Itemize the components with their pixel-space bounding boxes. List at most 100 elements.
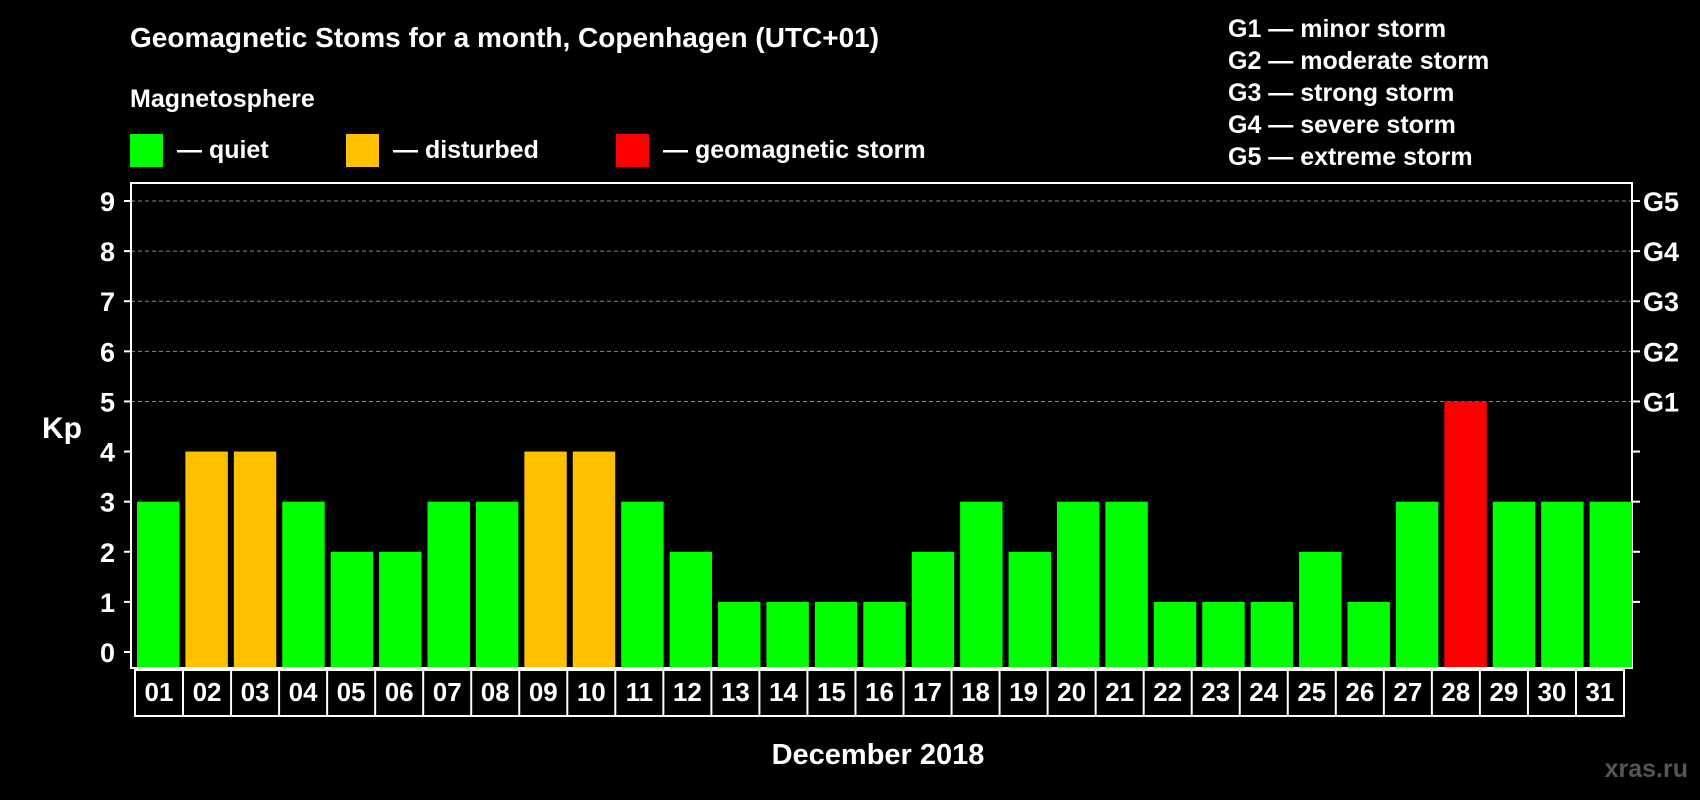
x-tick-label: 31 [1586,677,1615,707]
right-axis-label: G5 [1643,187,1679,217]
bar-19 [1008,551,1051,667]
x-tick-label: 26 [1345,677,1374,707]
x-tick-label: 10 [577,677,606,707]
legend-label-storm: — geomagnetic storm [663,136,926,164]
x-tick-label: 11 [626,677,654,707]
bar-13 [718,601,761,667]
y-tick-label: 0 [100,638,115,668]
x-tick-label: 08 [481,677,510,707]
x-tick-label: 16 [865,677,894,707]
bar-15 [814,601,858,667]
x-tick-label: 14 [769,677,798,707]
legend-swatch-quiet [130,134,163,167]
bar-03 [233,451,277,667]
g-scale-g5: G5 — extreme storm [1228,143,1473,171]
legend-item-disturbed: — disturbed [346,134,539,167]
category-strip [134,669,1625,717]
x-tick-label: 04 [289,677,318,707]
bar-22 [1153,601,1197,667]
bar-21 [1105,501,1148,667]
x-tick-label: 28 [1441,677,1470,707]
right-axis-label: G1 [1643,387,1679,417]
y-tick-label: 1 [100,588,115,618]
plot-frame [130,182,1633,669]
x-tick-label: 06 [385,677,414,707]
x-tick-label: 30 [1537,677,1566,707]
x-tick-label: 02 [193,677,222,707]
x-tick-label: 17 [913,677,942,707]
x-tick-label: 12 [673,677,702,707]
y-tick-label: 3 [100,488,115,518]
bar-29 [1492,501,1536,667]
y-tick-label: 9 [100,187,115,217]
legend-swatch-storm [616,134,649,167]
y-tick-label: 6 [100,337,115,367]
y-tick-label: 7 [100,287,115,317]
x-tick-label: 23 [1201,677,1230,707]
right-axis-label: G2 [1643,337,1679,367]
bar-01 [137,501,180,667]
bar-20 [1056,501,1100,667]
g-scale-legend: G1 — minor storm G2 — moderate storm G3 … [1228,13,1489,173]
x-tick-label: 18 [961,677,990,707]
g-scale-g4: G4 — severe storm [1228,111,1456,139]
y-axis-label: Kp [42,412,82,445]
bar-28 [1444,401,1487,667]
bar-17 [911,551,955,667]
x-axis-label: December 2018 [772,739,985,771]
bar-18 [960,501,1003,667]
legend-swatch-disturbed [346,134,379,167]
chart-title: Geomagnetic Stoms for a month, Copenhage… [130,22,880,53]
x-tick-label: 15 [817,677,846,707]
legend-item-quiet: — quiet [130,134,269,167]
bar-14 [766,601,809,667]
bar-11 [621,501,664,667]
x-tick-label: 03 [241,677,270,707]
legend-heading: Magnetosphere [130,85,315,113]
x-tick-label: 27 [1393,677,1422,707]
bar-02 [185,451,228,667]
legend-label-quiet: — quiet [177,136,269,164]
y-tick-label: 8 [100,237,115,267]
bar-12 [669,551,713,667]
x-tick-label: 13 [721,677,750,707]
x-tick-label: 19 [1009,677,1038,707]
right-axis-label: G3 [1643,287,1679,317]
bar-26 [1347,601,1390,667]
right-axis-label: G4 [1643,237,1679,267]
bar-04 [282,501,325,667]
legend-item-storm: — geomagnetic storm [616,134,926,167]
bar-23 [1202,601,1245,667]
bar-05 [330,551,374,667]
y-tick-label: 4 [100,438,115,468]
g-scale-g1: G1 — minor storm [1228,15,1447,43]
bar-25 [1299,551,1342,667]
watermark: xras.ru [1604,755,1688,783]
bar-08 [475,501,519,667]
bar-31 [1589,501,1632,667]
bar-09 [524,451,567,667]
legend-label-disturbed: — disturbed [393,136,539,164]
x-tick-label: 24 [1249,677,1278,707]
x-tick-label: 22 [1153,677,1182,707]
x-tick-label: 21 [1105,677,1134,707]
x-tick-label: 09 [529,677,558,707]
g-scale-g3: G3 — strong storm [1228,79,1455,107]
x-tick-label: 07 [433,677,462,707]
y-tick-label: 2 [100,538,115,568]
bar-27 [1395,501,1439,667]
bar-06 [379,551,422,667]
x-tick-label: 29 [1489,677,1518,707]
x-tick-label: 20 [1057,677,1086,707]
bar-24 [1250,601,1294,667]
x-tick-label: 05 [337,677,366,707]
bar-07 [427,501,470,667]
y-tick-label: 5 [100,387,115,417]
bar-10 [572,451,616,667]
g-scale-g2: G2 — moderate storm [1228,47,1490,75]
x-tick-label: 01 [145,677,174,707]
bar-30 [1541,501,1584,667]
bar-16 [863,601,906,667]
x-tick-label: 25 [1297,677,1326,707]
